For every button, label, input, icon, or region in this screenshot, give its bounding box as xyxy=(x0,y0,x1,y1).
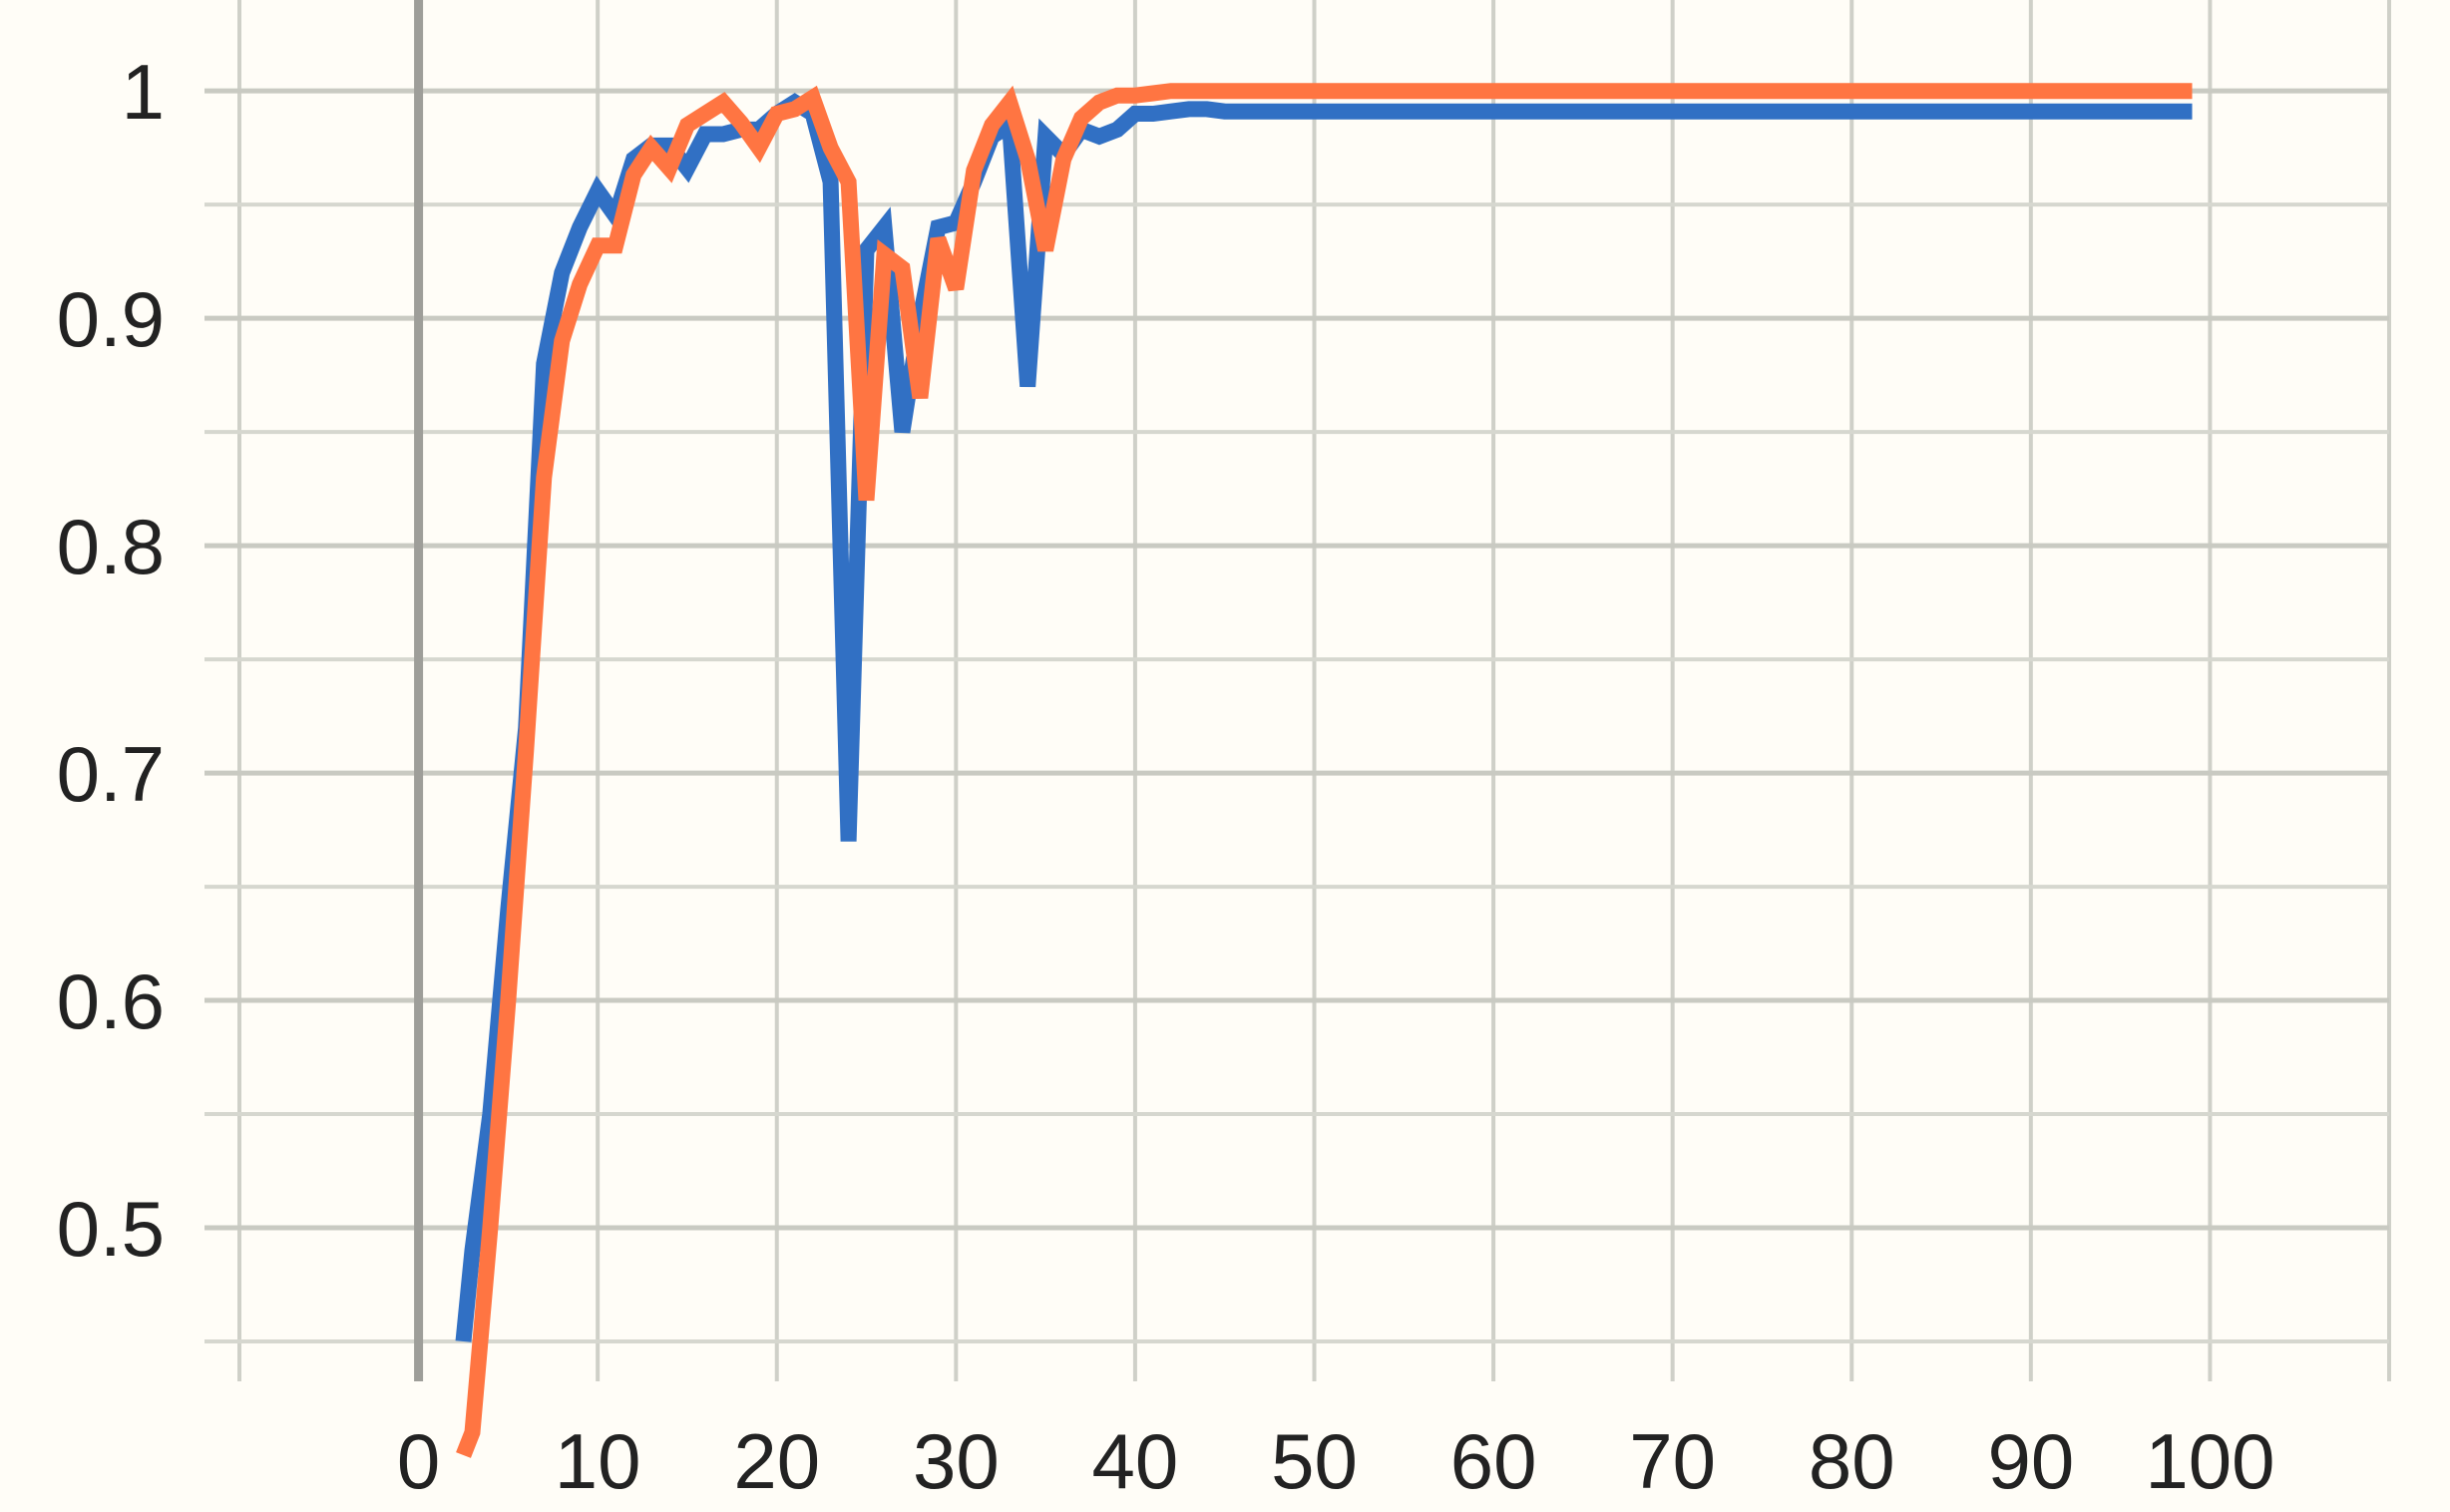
series-line-1 xyxy=(455,93,2193,1342)
y-tick-label: 0.7 xyxy=(57,730,165,818)
y-tick-label: 0.6 xyxy=(57,957,165,1045)
x-tick-label: 100 xyxy=(2145,1417,2274,1505)
x-axis-tick-labels: 0 10 20 30 40 50 60 70 80 90 100 xyxy=(397,1417,2275,1505)
series-line-2 xyxy=(456,83,2193,1458)
x-tick-label: 0 xyxy=(397,1417,440,1505)
y-axis-tick-labels: 0.5 0.6 0.7 0.8 0.9 1 xyxy=(57,48,165,1273)
x-tick-label: 30 xyxy=(913,1417,1000,1505)
x-tick-label: 40 xyxy=(1092,1417,1179,1505)
x-tick-label: 20 xyxy=(733,1417,820,1505)
x-tick-label: 80 xyxy=(1809,1417,1895,1505)
x-tick-label: 90 xyxy=(1987,1417,2074,1505)
x-tick-label: 70 xyxy=(1629,1417,1716,1505)
minor-gridlines xyxy=(204,0,2391,1381)
x-tick-label: 10 xyxy=(555,1417,641,1505)
x-tick-label: 50 xyxy=(1271,1417,1358,1505)
y-tick-label: 1 xyxy=(122,48,165,136)
y-tick-label: 0.8 xyxy=(57,503,165,590)
x-tick-label: 60 xyxy=(1450,1417,1537,1505)
series-layer xyxy=(455,83,2193,1458)
y-tick-label: 0.5 xyxy=(57,1185,165,1273)
y-tick-label: 0.9 xyxy=(57,275,165,363)
